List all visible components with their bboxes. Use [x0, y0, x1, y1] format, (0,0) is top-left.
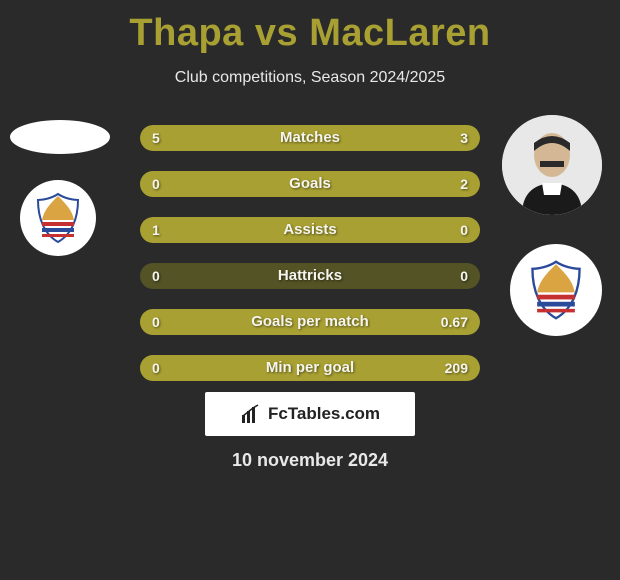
- stat-label: Hattricks: [140, 263, 480, 289]
- atk-crest-icon: [523, 257, 589, 323]
- stat-bar: 10Assists: [140, 217, 480, 243]
- player-right-name: MacLaren: [309, 12, 490, 54]
- vs-separator: vs: [244, 12, 309, 54]
- player-left-name: Thapa: [129, 12, 243, 54]
- stat-label: Goals per match: [140, 309, 480, 335]
- atk-crest-icon: [30, 190, 86, 246]
- stat-label: Assists: [140, 217, 480, 243]
- player-right-avatar: [502, 115, 602, 215]
- stat-label: Goals: [140, 171, 480, 197]
- player-left-avatar: [10, 120, 110, 154]
- watermark-text: FcTables.com: [268, 404, 380, 424]
- club-left-crest: [20, 180, 96, 256]
- person-silhouette-icon: [502, 115, 602, 215]
- stat-label: Matches: [140, 125, 480, 151]
- fctables-logo-icon: [240, 403, 262, 425]
- stat-bar: 00.67Goals per match: [140, 309, 480, 335]
- source-watermark: FcTables.com: [205, 392, 415, 436]
- club-right-crest: [510, 244, 602, 336]
- stat-label: Min per goal: [140, 355, 480, 381]
- snapshot-date: 10 november 2024: [0, 450, 620, 471]
- stat-bar: 0209Min per goal: [140, 355, 480, 381]
- stat-bar: 00Hattricks: [140, 263, 480, 289]
- comparison-title: Thapa vs MacLaren: [0, 0, 620, 55]
- stat-bar: 02Goals: [140, 171, 480, 197]
- stat-bar: 53Matches: [140, 125, 480, 151]
- comparison-bars: 53Matches 02Goals 10Assists 00Hattricks 00.6…: [140, 125, 480, 401]
- comparison-subtitle: Club competitions, Season 2024/2025: [0, 69, 620, 87]
